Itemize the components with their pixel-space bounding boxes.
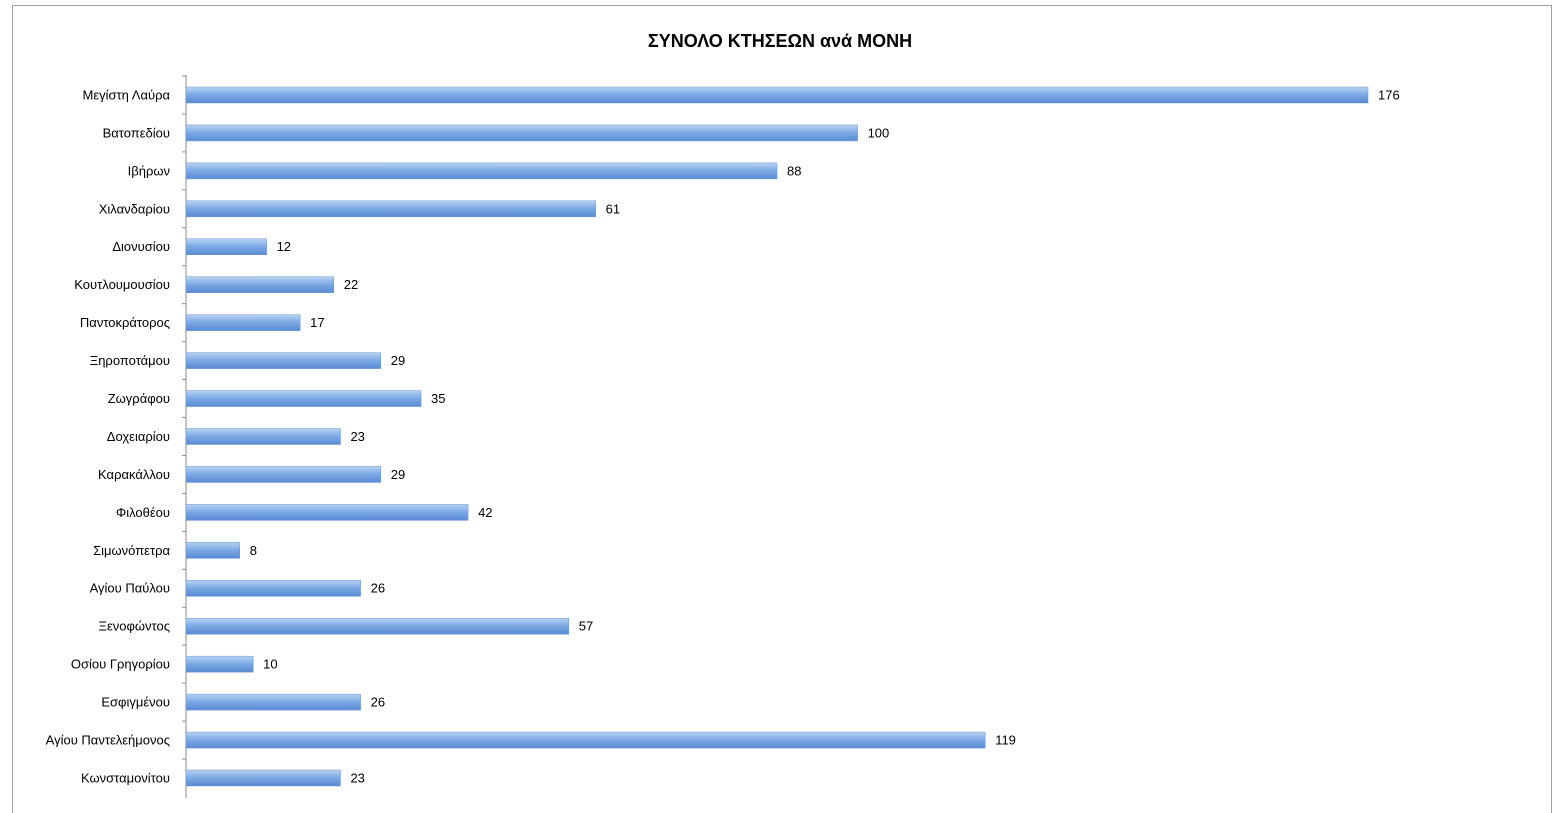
bar bbox=[185, 580, 361, 597]
bar bbox=[185, 200, 596, 218]
y-tick-label: Ξενοφώντος bbox=[99, 619, 171, 634]
y-tick-label: Χιλανδαρίου bbox=[99, 201, 170, 216]
bar bbox=[185, 504, 469, 521]
data-label: 10 bbox=[263, 657, 277, 672]
data-label: 29 bbox=[391, 353, 405, 368]
data-label: 26 bbox=[371, 695, 385, 710]
data-label: 176 bbox=[1378, 87, 1400, 102]
data-label: 8 bbox=[250, 543, 257, 558]
y-tick-label: Αγίου Παντελεήμονος bbox=[46, 732, 170, 747]
bar bbox=[185, 617, 570, 635]
y-tick-label: Δοχειαρίου bbox=[107, 429, 170, 444]
data-label: 23 bbox=[350, 770, 364, 785]
bar bbox=[185, 390, 422, 407]
data-label: 42 bbox=[478, 505, 492, 520]
data-label: 12 bbox=[277, 239, 291, 254]
data-label: 26 bbox=[371, 581, 385, 596]
bar bbox=[185, 124, 858, 142]
y-tick-label: Ιβήρων bbox=[128, 163, 170, 178]
data-label: 22 bbox=[344, 277, 358, 292]
data-label: 35 bbox=[431, 391, 445, 406]
y-tick-label: Κουτλουμουσίου bbox=[74, 277, 170, 292]
y-tick-label: Βατοπεδίου bbox=[103, 125, 170, 140]
data-label: 61 bbox=[606, 201, 620, 216]
bar bbox=[185, 428, 341, 445]
y-tick-label: Οσίου Γρηγορίου bbox=[71, 657, 170, 672]
chart-title: ΣΥΝΟΛΟ ΚΤΗΣΕΩΝ ανά ΜΟΝΗ bbox=[648, 31, 912, 51]
y-tick-label: Ζωγράφου bbox=[108, 391, 170, 406]
y-tick-label: Καρακάλλου bbox=[98, 467, 170, 482]
bar bbox=[185, 86, 1369, 104]
y-tick-label: Αγίου Παύλου bbox=[90, 581, 170, 596]
data-label: 29 bbox=[391, 467, 405, 482]
bar bbox=[185, 162, 778, 180]
y-tick-label: Μεγίστη Λαύρα bbox=[82, 87, 170, 102]
y-tick-label: Εσφιγμένου bbox=[101, 695, 170, 710]
data-label: 23 bbox=[350, 429, 364, 444]
bar bbox=[185, 466, 382, 483]
y-tick-label: Φιλοθέου bbox=[116, 505, 170, 520]
y-tick-label: Παντοκράτορος bbox=[80, 315, 170, 330]
data-label: 88 bbox=[787, 163, 801, 178]
bar bbox=[185, 276, 334, 293]
data-label: 17 bbox=[310, 315, 324, 330]
bar bbox=[185, 731, 986, 749]
data-label: 57 bbox=[579, 619, 593, 634]
bar bbox=[185, 352, 382, 369]
y-tick-label: Κωνσταμονίτου bbox=[81, 770, 170, 785]
bar bbox=[185, 542, 240, 559]
y-tick-label: Ξηροποτάμου bbox=[90, 353, 170, 368]
bar bbox=[185, 238, 267, 256]
data-label: 100 bbox=[868, 125, 890, 140]
y-tick-label: Διονυσίου bbox=[112, 239, 170, 254]
bar bbox=[185, 769, 341, 787]
y-tick-label: Σιμωνόπετρα bbox=[93, 543, 170, 558]
data-label: 119 bbox=[995, 732, 1016, 747]
bar bbox=[185, 314, 301, 331]
bar bbox=[185, 655, 254, 673]
bar bbox=[185, 693, 361, 711]
